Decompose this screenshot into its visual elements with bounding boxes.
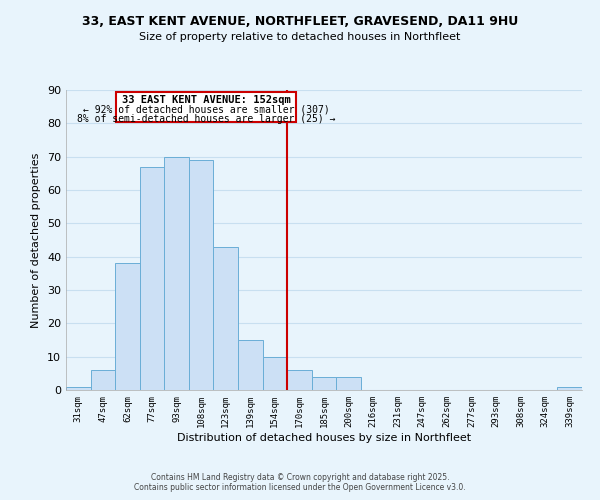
Bar: [336, 376, 361, 390]
Bar: [287, 370, 312, 390]
Bar: [557, 386, 582, 390]
Bar: [189, 160, 214, 390]
Text: Size of property relative to detached houses in Northfleet: Size of property relative to detached ho…: [139, 32, 461, 42]
Bar: [312, 376, 336, 390]
Y-axis label: Number of detached properties: Number of detached properties: [31, 152, 41, 328]
Text: 8% of semi-detached houses are larger (25) →: 8% of semi-detached houses are larger (2…: [77, 114, 335, 124]
Bar: [140, 166, 164, 390]
Text: 33 EAST KENT AVENUE: 152sqm: 33 EAST KENT AVENUE: 152sqm: [122, 95, 290, 105]
Bar: [238, 340, 263, 390]
Bar: [263, 356, 287, 390]
X-axis label: Distribution of detached houses by size in Northfleet: Distribution of detached houses by size …: [177, 432, 471, 442]
Bar: [91, 370, 115, 390]
Text: ← 92% of detached houses are smaller (307): ← 92% of detached houses are smaller (30…: [83, 105, 329, 115]
Text: 33, EAST KENT AVENUE, NORTHFLEET, GRAVESEND, DA11 9HU: 33, EAST KENT AVENUE, NORTHFLEET, GRAVES…: [82, 15, 518, 28]
Text: Contains HM Land Registry data © Crown copyright and database right 2025.
Contai: Contains HM Land Registry data © Crown c…: [134, 473, 466, 492]
Bar: [214, 246, 238, 390]
Bar: [66, 386, 91, 390]
Bar: [115, 264, 140, 390]
Bar: [164, 156, 189, 390]
FancyBboxPatch shape: [116, 92, 296, 122]
